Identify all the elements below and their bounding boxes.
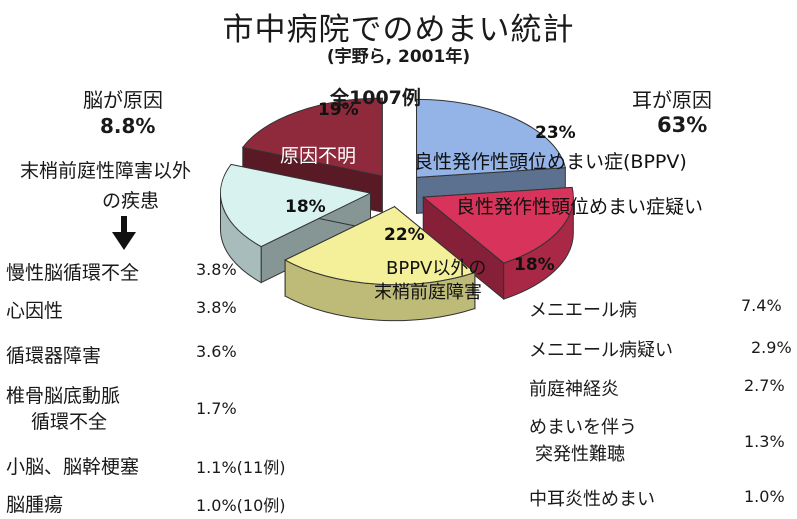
right-list-value: 1.0%: [744, 487, 785, 506]
brain-group-pct: 8.8%: [100, 114, 156, 138]
pie-slice-label-unknown: 原因不明: [280, 145, 356, 167]
pie-slice-bppv-suspected: [422, 186, 574, 301]
right-list-label: めまいを伴う: [529, 417, 637, 438]
ear-group-title: 耳が原因: [632, 88, 712, 112]
page-subtitle: (宇野ら, 2001年): [326, 47, 471, 67]
pie-slice-pct-non-peripheral: 18%: [285, 197, 326, 217]
left-list-value: 3.8%: [196, 260, 237, 279]
right-list-value: 7.4%: [741, 296, 782, 315]
left-list-value: 3.8%: [196, 298, 237, 317]
left-list-label: 脳腫瘍: [6, 494, 64, 516]
pie-slice-pct-peripheral-vestibular-other: 22%: [384, 225, 425, 245]
pie-slice-label-bppv: 良性発作性頭位めまい症(BPPV): [414, 151, 687, 173]
central-group-title-line1: 末梢前庭性障害以外: [20, 160, 192, 182]
right-list-label-line2: 突発性難聴: [535, 444, 625, 465]
left-list-label-line2: 循環不全: [31, 411, 108, 433]
pie-slice-label-peripheral-vestibular-other: BPPV以外の: [386, 258, 486, 279]
brain-group-title: 脳が原因: [83, 88, 163, 112]
right-list-label: 中耳炎性めまい: [529, 489, 655, 510]
down-arrow-icon: [112, 216, 136, 250]
total-label: 全1007例: [330, 87, 421, 109]
pie-slice-pct-bppv: 23%: [535, 123, 576, 143]
ear-group-pct: 63%: [657, 113, 708, 137]
pie-slice-peripheral-vestibular-other: [284, 205, 476, 322]
pie-slice-pct-bppv-suspected: 18%: [514, 255, 555, 275]
pie-slice-label-bppv-suspected: 良性発作性頭位めまい症疑い: [456, 196, 703, 218]
right-list-label: メニエール病: [529, 300, 637, 321]
left-list-label: 慢性脳循環不全: [6, 262, 140, 284]
left-list-value: 3.6%: [196, 342, 237, 361]
right-list-value: 2.9%: [751, 338, 792, 357]
left-list-label: 小脳、脳幹梗塞: [6, 456, 140, 478]
left-list-value: 1.1%(11例): [196, 458, 286, 477]
right-list-value: 2.7%: [744, 376, 785, 395]
pie-slice-label-peripheral-vestibular-other: 末梢前庭障害: [374, 282, 482, 303]
left-list-label: 循環器障害: [6, 345, 102, 367]
pie-slice-pct-unknown: 19%: [318, 100, 359, 120]
left-list-value: 1.7%: [196, 399, 237, 418]
left-list-label: 椎骨脳底動脈: [6, 385, 121, 407]
left-list-label: 心因性: [6, 300, 64, 322]
page-title: 市中病院でのめまい統計: [222, 12, 575, 48]
right-list-value: 1.3%: [744, 432, 785, 451]
right-list-label: 前庭神経炎: [529, 379, 619, 400]
left-list-value: 1.0%(10例): [196, 496, 286, 515]
right-list-label: メニエール病疑い: [529, 340, 673, 361]
central-group-title-line2: の疾患: [102, 190, 160, 212]
